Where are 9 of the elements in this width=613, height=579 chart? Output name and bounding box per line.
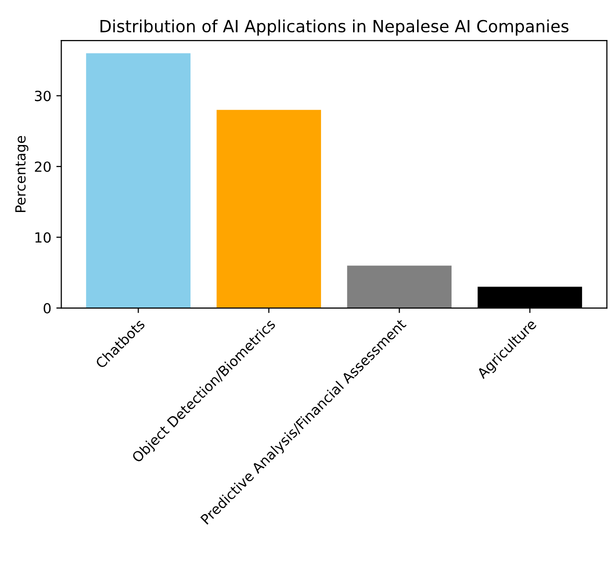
y-tick-label: 10 — [35, 232, 51, 243]
bar — [86, 53, 191, 308]
y-tick-label: 0 — [44, 302, 51, 314]
y-axis-title: Percentage — [15, 136, 28, 212]
bar — [216, 110, 322, 308]
y-tick-label: 30 — [34, 90, 51, 102]
y-tick-label: 20 — [34, 161, 51, 172]
chart-title: Distribution of AI Applications in Nepalese AI Companies — [100, 20, 568, 36]
bar — [347, 266, 452, 308]
